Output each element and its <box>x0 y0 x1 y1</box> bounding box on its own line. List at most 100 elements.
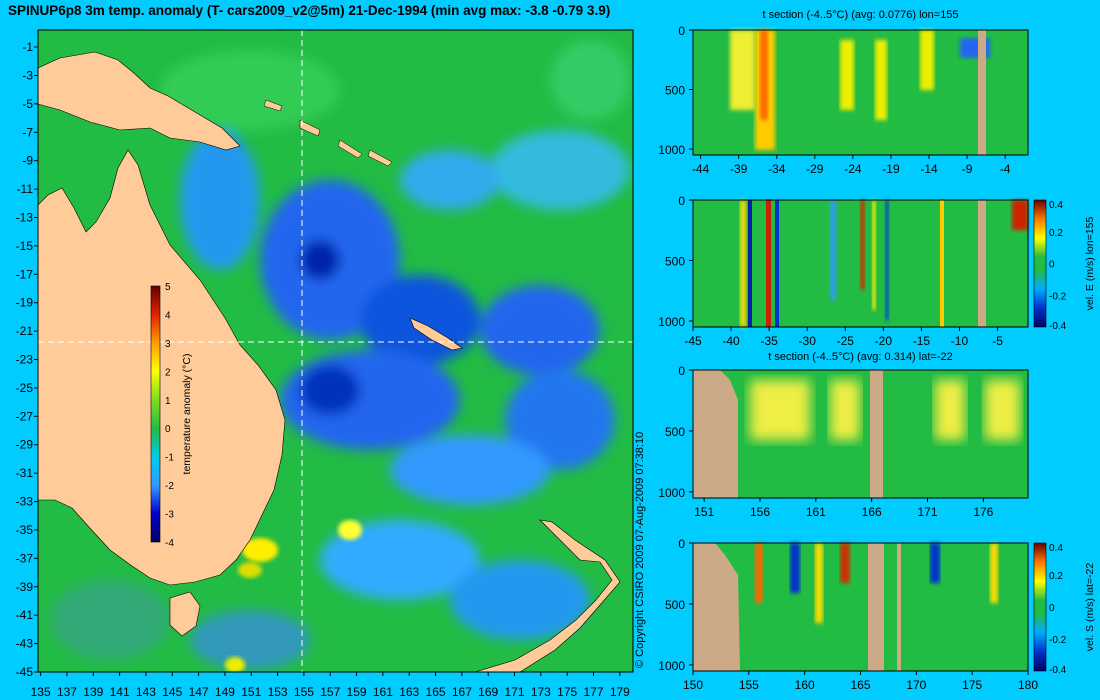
section-t-lon-panel <box>692 29 1029 156</box>
section-v-lon-x-tick-label: -25 <box>837 334 855 348</box>
section-v-lon-colorbar-tick-label: -0.4 <box>1049 321 1067 332</box>
map-y-tick-label: -19 <box>16 296 34 310</box>
map-y-tick-label: -13 <box>16 210 34 224</box>
section-t-lat-y-tick-label: 500 <box>665 425 685 439</box>
section-v-lat-x-tick-label: 180 <box>1018 678 1038 692</box>
copyright-note: © Copyright CSIRO 2009 07-Aug-2009 07:38… <box>632 388 646 668</box>
section-t-lon-x-tick-label: -44 <box>692 162 710 176</box>
map-y-tick-label: -43 <box>16 637 34 651</box>
map-y-tick-label: -1 <box>22 40 33 54</box>
section-t-lat-x-tick-label: 151 <box>694 505 714 519</box>
map-x-tick-label: 163 <box>399 685 419 699</box>
map-y-tick-label: -33 <box>16 495 34 509</box>
map-x-tick-label: 169 <box>478 685 498 699</box>
map-colorbar-tick-label: 0 <box>165 424 171 435</box>
section-v-lat-panel <box>692 542 1029 672</box>
map-y-tick-label: -29 <box>16 438 34 452</box>
map-x-tick-label: 147 <box>189 685 209 699</box>
map-x-tick-label: 143 <box>136 685 156 699</box>
section-t-lon-y-tick-label: 1000 <box>658 143 685 157</box>
main-title: SPINUP6p8 3m temp. anomaly (T- cars2009_… <box>8 3 611 18</box>
section-t-lat-y-tick-label: 0 <box>678 364 685 378</box>
section-v-lat-field <box>693 543 1028 671</box>
section-t-lon-hot-core <box>760 30 768 120</box>
australia-land <box>38 149 286 586</box>
map-colorbar-ramp <box>150 285 161 543</box>
section-t-lon-warm-core <box>840 40 854 110</box>
section-v-lat-colorbar-tick-label: -0.4 <box>1049 665 1067 676</box>
map-colorbar-label: temperature anomaly (°C) <box>181 354 193 475</box>
section-t-lon-x-tick-label: -39 <box>730 162 748 176</box>
map-x-tick-label: 179 <box>610 685 630 699</box>
section-t-lon-x-tick-label: -19 <box>882 162 900 176</box>
map-x-tick-label: 153 <box>268 685 288 699</box>
map-y-tick-label: -15 <box>16 239 34 253</box>
map-y-tick-label: -23 <box>16 353 34 367</box>
map-x-tick-label: 135 <box>31 685 51 699</box>
map-x-tick-label: 171 <box>505 685 525 699</box>
section-v-lat-x-tick-label: 160 <box>795 678 815 692</box>
map-y-tick-label: -5 <box>22 97 33 111</box>
map-colorbar-tick-label: 4 <box>165 310 171 321</box>
map-colorbar: 5 4 3 2 1 0 -1 -2 -3 -4 temperature anomaly (°C) <box>150 282 193 549</box>
section-t-lon-title: t section (-4..5°C) (avg: 0.0776) lon=15… <box>762 9 958 21</box>
map-y-tick-label: -35 <box>16 523 34 537</box>
section-v-lon-colorbar-ramp <box>1033 199 1047 328</box>
section-v-lat-colorbar-tick-label: 0 <box>1049 603 1055 614</box>
section-t-lon-x-tick-label: -34 <box>768 162 786 176</box>
map-colorbar-tick-label: 1 <box>165 396 171 407</box>
section-v-lat-land <box>868 543 884 671</box>
map-x-tick-label: 139 <box>83 685 103 699</box>
section-v-lat-y-tick-label: 0 <box>678 537 685 551</box>
section-v-lon-colorbar-tick-label: -0.2 <box>1049 291 1067 302</box>
tasmania-land <box>169 591 201 637</box>
section-v-lon-x-tick-label: -5 <box>992 334 1003 348</box>
map-x-tick-label: 177 <box>583 685 603 699</box>
map-y-tick-label: -17 <box>16 267 34 281</box>
section-t-lat-land <box>693 370 738 498</box>
map-x-tick-label: 175 <box>557 685 577 699</box>
section-v-lon-x-tick-label: -15 <box>913 334 931 348</box>
copyright-text: © Copyright CSIRO 2009 07-Aug-2009 07:38… <box>634 432 646 668</box>
section-t-lon-x-tick-label: -14 <box>920 162 938 176</box>
section-t-lat-x-tick-label: 176 <box>973 505 993 519</box>
section-v-lon-colorbar-tick-label: 0.2 <box>1049 228 1063 239</box>
map-colorbar-tick-label: 3 <box>165 339 171 350</box>
section-v-lat-colorbar-tick-label: 0.2 <box>1049 571 1063 582</box>
section-v-lon-y-tick-label: 0 <box>678 194 685 208</box>
map-y-tick-label: -25 <box>16 381 34 395</box>
map-x-tick-label: 165 <box>426 685 446 699</box>
section-v-lat-x-tick-label: 165 <box>850 678 870 692</box>
section-t-lat-x-tick-label: 166 <box>862 505 882 519</box>
map-colorbar-tick-label: -2 <box>165 481 174 492</box>
section-v-lon-land <box>978 200 986 327</box>
map-frame <box>37 29 634 673</box>
map-colorbar-tick-label: -4 <box>165 538 174 549</box>
section-v-lon-panel <box>692 199 1029 328</box>
map-y-tick-label: -39 <box>16 580 34 594</box>
section-v-lat-x-tick-label: 155 <box>739 678 759 692</box>
map-y-tick-label: -27 <box>16 409 34 423</box>
map-y-tick-label: -7 <box>22 125 33 139</box>
section-t-lat-x-tick-label: 161 <box>806 505 826 519</box>
section-v-lon-x-tick-label: -10 <box>951 334 969 348</box>
map-colorbar-tick-label: 2 <box>165 367 171 378</box>
section-t-lon-warm-core <box>875 40 887 120</box>
map-axes: 135 137 139 141 143 145 147 149 151 153 155 157 159 1… <box>16 40 631 699</box>
section-v-lon-x-tick-label: -40 <box>722 334 740 348</box>
map-y-tick-label: -45 <box>16 665 34 679</box>
section-t-lat-field <box>693 370 1028 498</box>
map-x-tick-label: 145 <box>162 685 182 699</box>
section-v-lat-land <box>693 543 740 671</box>
map-x-tick-label: 157 <box>320 685 340 699</box>
section-t-lon-x-tick-label: -29 <box>806 162 824 176</box>
map-x-tick-label: 161 <box>373 685 393 699</box>
map-y-tick-label: -37 <box>16 551 34 565</box>
new-guinea-land <box>38 51 241 151</box>
section-v-lat-colorbar-label: vel. S (m/s) lat=-22 <box>1084 563 1096 652</box>
new-zealand-land <box>474 519 621 672</box>
section-t-lon-y-tick-label: 0 <box>678 24 685 38</box>
section-v-lat-colorbar-tick-label: -0.2 <box>1049 635 1067 646</box>
section-v-lon-x-tick-label: -35 <box>760 334 778 348</box>
